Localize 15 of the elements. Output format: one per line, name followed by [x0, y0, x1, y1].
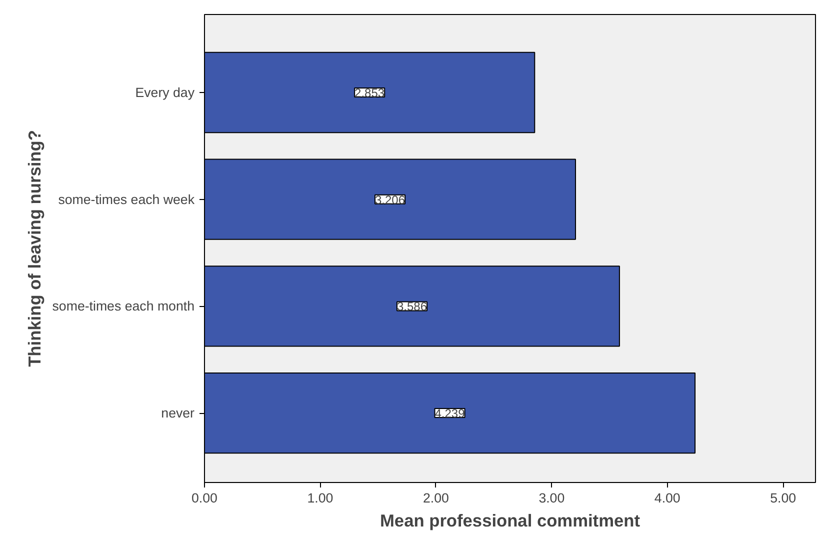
- data-label: 2.853: [354, 86, 385, 100]
- y-tick-label: never: [161, 406, 196, 421]
- x-axis-title: Mean professional commitment: [380, 510, 640, 530]
- x-tick-label: 4.00: [654, 490, 680, 506]
- y-tick-label: some-times each week: [58, 192, 195, 207]
- data-label: 3.206: [374, 192, 406, 207]
- x-tick-label: 3.00: [538, 490, 565, 506]
- x-tick-label: 0.00: [192, 490, 218, 506]
- data-label: 3.586: [396, 300, 428, 314]
- x-tick-label: 2.00: [422, 490, 449, 506]
- y-tick-label: some-times each month: [52, 298, 195, 314]
- x-tick-label: 5.00: [770, 490, 796, 506]
- y-tick-label: Every day: [135, 85, 195, 100]
- y-axis-title: Thinking of leaving nursing?: [24, 130, 44, 367]
- x-tick-label: 1.00: [307, 490, 334, 506]
